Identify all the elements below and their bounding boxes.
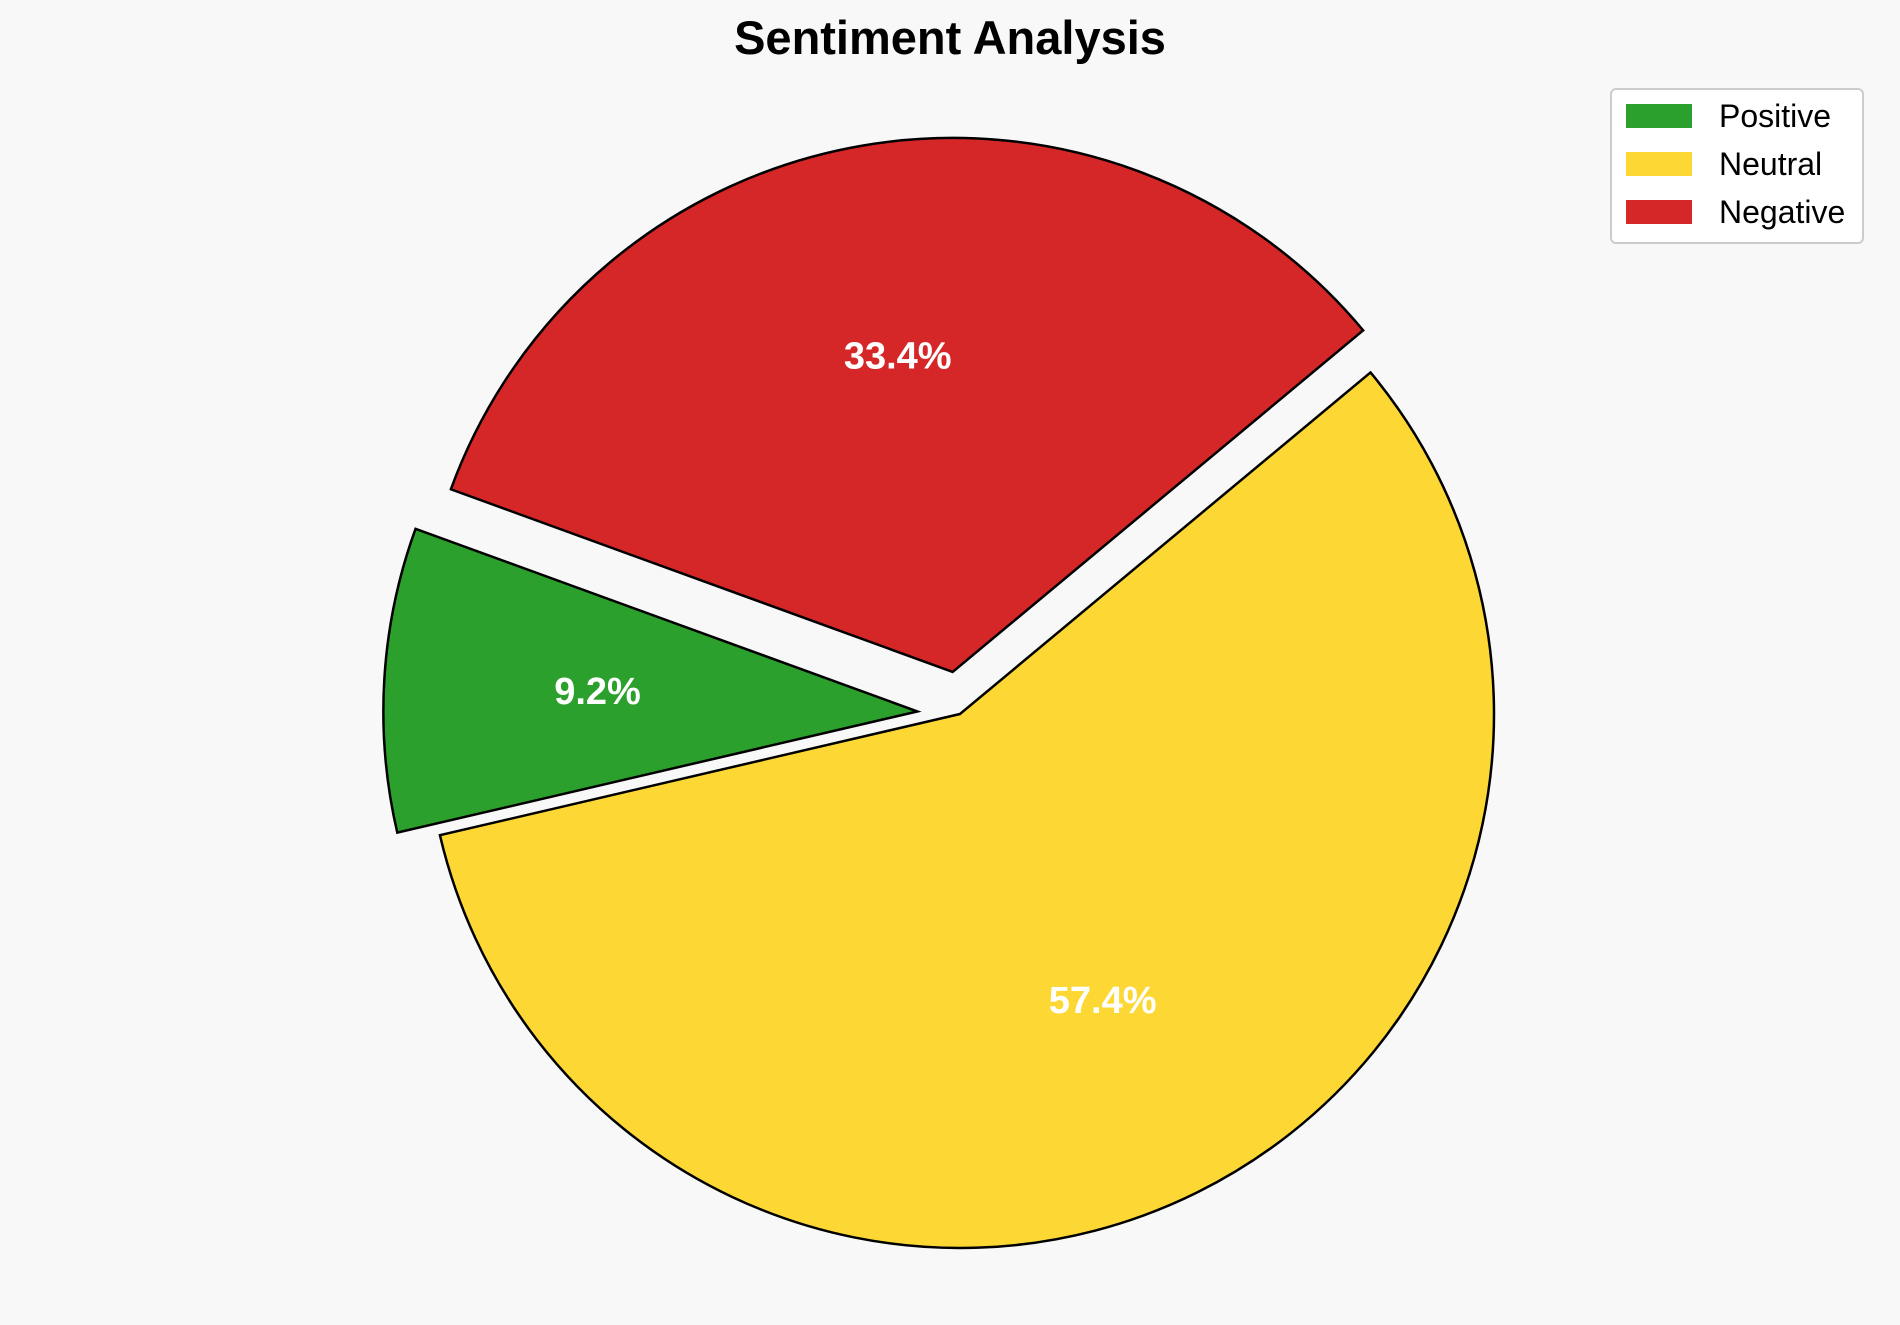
chart-title: Sentiment Analysis <box>734 11 1166 64</box>
legend-swatch-negative <box>1626 200 1692 224</box>
slice-label-positive: 9.2% <box>554 671 641 713</box>
pie-slices <box>382 136 1496 1250</box>
legend-label-positive: Positive <box>1719 98 1831 134</box>
legend-label-negative: Negative <box>1719 194 1845 230</box>
pie-slice-positive <box>382 527 922 835</box>
pie-slice-negative <box>449 136 1365 674</box>
legend-swatch-neutral <box>1626 152 1692 176</box>
slice-label-neutral: 57.4% <box>1049 980 1157 1022</box>
pie-slice-labels: 9.2% 57.4% 33.4% <box>554 335 1156 1022</box>
pie-slice-neutral <box>438 370 1496 1250</box>
legend-swatch-positive <box>1626 104 1692 128</box>
legend: Positive Neutral Negative <box>1610 88 1864 244</box>
slice-label-negative: 33.4% <box>844 335 952 377</box>
legend-label-neutral: Neutral <box>1719 146 1822 182</box>
